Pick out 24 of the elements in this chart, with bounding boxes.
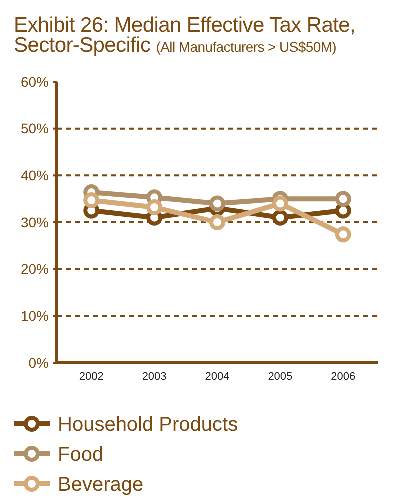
- point: [272, 210, 288, 226]
- y-tick-label: 40%: [20, 168, 49, 184]
- x-tick-label: 2005: [268, 371, 293, 383]
- legend-label: Household Products: [58, 414, 238, 436]
- x-tick-label: 2004: [205, 371, 230, 383]
- y-tick-label: 50%: [20, 120, 49, 137]
- x-tick-label: 2003: [142, 371, 167, 383]
- chart-subtitle: (All Manufacturers > US$50M): [156, 39, 337, 55]
- point: [335, 191, 352, 208]
- y-tick-label: 60%: [20, 74, 49, 90]
- point: [84, 192, 100, 208]
- point: [210, 214, 226, 230]
- y-tick-label: 20%: [20, 261, 49, 278]
- x-tick-label: 2006: [331, 371, 356, 383]
- legend-label: Food: [58, 444, 104, 466]
- y-tick-label: 30%: [20, 214, 49, 230]
- point: [146, 200, 163, 216]
- y-tick-label: 10%: [20, 308, 49, 324]
- point: [272, 196, 288, 212]
- legend-label: Beverage: [58, 474, 144, 496]
- x-tick-label: 2002: [79, 371, 104, 383]
- y-tick-label: 0%: [28, 354, 49, 371]
- point: [335, 226, 352, 243]
- point: [210, 196, 226, 212]
